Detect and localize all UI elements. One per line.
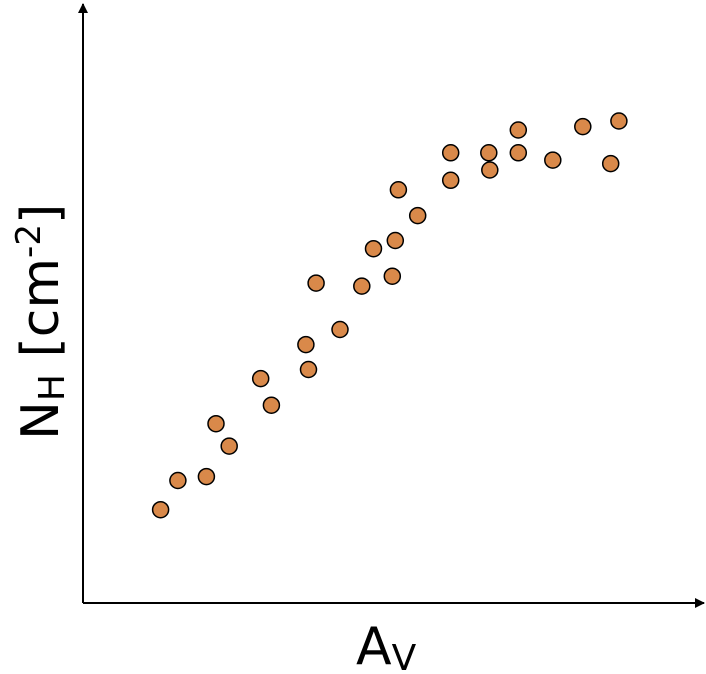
y-axis-label: NH [cm-2] (9, 204, 73, 440)
data-points (151, 112, 628, 519)
data-point (544, 151, 562, 169)
data-point (441, 144, 460, 162)
y-axis-label-superscript: -2 (9, 224, 49, 258)
data-point (610, 112, 628, 130)
data-point (408, 206, 427, 225)
data-point (331, 320, 349, 339)
data-point (207, 414, 225, 433)
data-point (299, 360, 318, 379)
data-point (169, 471, 187, 490)
y-axis-label-unit-close: ] (11, 204, 71, 224)
x-axis-label-subscript: V (392, 638, 417, 674)
data-point (389, 181, 408, 199)
x-axis-label: AV (356, 617, 417, 674)
data-point (220, 437, 238, 455)
x-axis-label-main: A (356, 617, 392, 674)
data-point (480, 144, 498, 162)
data-point (509, 144, 528, 162)
y-axis-label-main: N (11, 401, 71, 440)
data-point (383, 267, 402, 285)
data-point (509, 121, 528, 139)
data-point (197, 467, 216, 486)
data-point (297, 335, 315, 354)
data-point (151, 500, 170, 519)
data-point (441, 171, 460, 190)
data-point (574, 117, 592, 136)
y-axis-label-subscript: H (32, 374, 73, 401)
data-point (364, 239, 383, 258)
data-point (353, 277, 371, 295)
data-point (386, 231, 405, 250)
data-point (262, 396, 281, 414)
data-point (481, 161, 499, 179)
data-point (307, 274, 325, 292)
data-point (251, 369, 270, 388)
data-point (601, 154, 620, 173)
y-axis-label-unit-open: [cm (11, 258, 71, 374)
